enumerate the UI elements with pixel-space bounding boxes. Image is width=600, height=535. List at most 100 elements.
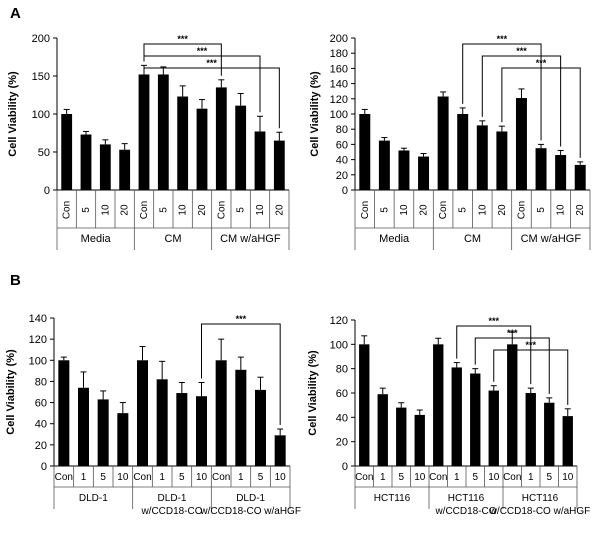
- bar: [396, 407, 407, 466]
- category-label: 5: [536, 207, 547, 213]
- bar: [119, 149, 131, 190]
- category-label: Con: [360, 201, 371, 219]
- significance-label: ***: [488, 316, 499, 326]
- category-label: Con: [133, 472, 151, 483]
- category-label: Con: [516, 201, 527, 219]
- category-label: 1: [81, 472, 87, 483]
- category-label: 5: [100, 472, 106, 483]
- y-tick-label: 100: [330, 339, 348, 351]
- chart-2: 0 20 40 60 80 100 120 140 160 180 200 Cell Viabilit…: [309, 33, 591, 250]
- category-label: Con: [355, 472, 373, 483]
- bar: [398, 150, 410, 190]
- bar: [437, 96, 449, 190]
- category-label: 20: [497, 204, 508, 216]
- chart-1: 0 50 100 150 200 Cell Viability (%) Con 5 10 20 Co…: [7, 33, 290, 250]
- significance-bracket: [201, 323, 281, 425]
- bar: [476, 125, 488, 190]
- y-tick-label: 80: [336, 124, 348, 136]
- bar: [195, 396, 208, 466]
- bar: [525, 393, 536, 466]
- bar: [496, 131, 508, 190]
- group-label: CM: [164, 233, 181, 245]
- category-label: Con: [62, 201, 73, 219]
- significance-bracket: [456, 325, 532, 385]
- significance-bracket: [143, 55, 261, 113]
- y-tick-label: 40: [336, 155, 348, 167]
- bar: [80, 134, 92, 190]
- category-label: 10: [477, 204, 488, 216]
- category-label: 10: [275, 472, 287, 483]
- y-tick-label: 140: [330, 79, 348, 91]
- bar: [359, 114, 371, 190]
- bar: [117, 413, 129, 466]
- category-label: 20: [274, 204, 285, 216]
- category-label: Con: [212, 472, 230, 483]
- category-label: Con: [55, 472, 73, 483]
- category-label: 20: [120, 204, 131, 216]
- bar: [414, 414, 425, 466]
- group-label: HCT116: [374, 493, 411, 504]
- significance-label: ***: [236, 314, 247, 324]
- significance-bracket: [474, 337, 550, 394]
- y-tick-label: 120: [330, 94, 348, 106]
- bar: [254, 131, 266, 190]
- y-tick-label: 20: [336, 437, 348, 449]
- group-label: DLD-1: [79, 493, 108, 504]
- y-tick-label: 0: [342, 185, 348, 197]
- category-label: 5: [472, 472, 478, 483]
- category-label: 20: [575, 204, 586, 216]
- category-label: 5: [179, 472, 185, 483]
- significance-label: ***: [516, 46, 527, 56]
- bar: [507, 344, 518, 466]
- bar: [418, 156, 430, 190]
- category-label: 10: [414, 472, 426, 483]
- y-tick-label: 60: [336, 388, 348, 400]
- y-tick-label: 180: [330, 48, 348, 60]
- category-label: Con: [503, 472, 521, 483]
- bar: [274, 435, 286, 466]
- bar: [515, 98, 527, 190]
- bar: [457, 114, 469, 190]
- bar: [488, 390, 499, 466]
- y-axis-label: Cell Viability (%): [309, 71, 321, 157]
- category-label: 5: [258, 472, 264, 483]
- group-label: DLD-1 w/CCD18-CO: [140, 493, 202, 517]
- bar: [136, 360, 149, 466]
- category-label: 20: [197, 204, 208, 216]
- bar: [99, 144, 111, 190]
- category-label: 10: [556, 204, 567, 216]
- bar: [97, 399, 109, 466]
- bar: [196, 108, 208, 190]
- y-tick-label: 20: [35, 440, 47, 452]
- group-label: CM w/aHGF: [220, 233, 281, 245]
- y-tick-label: 150: [32, 71, 50, 83]
- category-label: 1: [238, 472, 244, 483]
- group-label: CM: [464, 233, 481, 245]
- significance-label: ***: [177, 34, 188, 44]
- significance-bracket: [493, 349, 569, 405]
- bar: [254, 389, 267, 466]
- bar: [77, 387, 90, 466]
- significance-bracket: [143, 43, 222, 76]
- bar: [378, 140, 390, 190]
- group-label: Media: [379, 233, 410, 245]
- bar: [177, 96, 189, 190]
- category-label: 10: [255, 204, 266, 216]
- y-tick-label: 100: [32, 109, 50, 121]
- bar: [555, 155, 567, 190]
- y-axis-label: Cell Viability (%): [7, 71, 19, 157]
- category-label: 5: [458, 207, 469, 213]
- group-label: HCT116 w/CCD18-CO w/aHGF: [489, 493, 591, 517]
- category-label: 5: [81, 207, 92, 213]
- category-label: 5: [398, 472, 404, 483]
- y-tick-label: 120: [330, 315, 348, 327]
- category-label: 5: [546, 472, 552, 483]
- bar: [574, 164, 586, 190]
- bar: [215, 360, 227, 466]
- category-label: Con: [139, 201, 150, 219]
- category-label: Con: [429, 472, 447, 483]
- category-label: 10: [196, 472, 208, 483]
- bar: [451, 367, 462, 466]
